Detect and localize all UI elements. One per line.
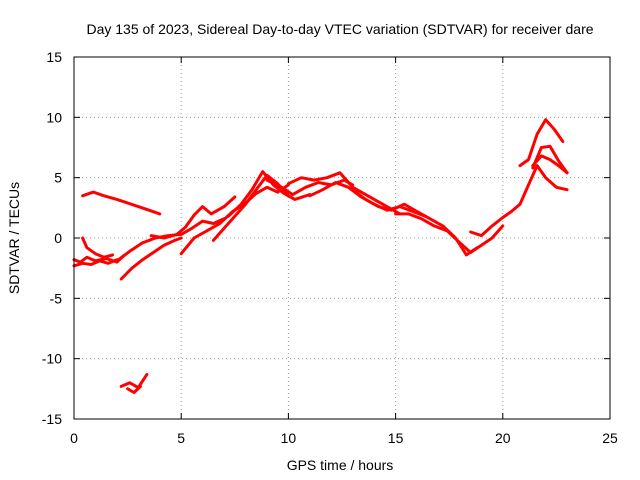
series-trace-8: [115, 217, 226, 263]
series-trace-17: [394, 212, 505, 254]
series-trace-10: [179, 183, 290, 256]
series-trace-4: [81, 190, 162, 216]
series-trace-9: [149, 195, 237, 240]
data-series: [72, 118, 569, 394]
chart-title: Day 135 of 2023, Sidereal Day-to-day VTE…: [86, 21, 593, 37]
ticks: 0 5 10 15 20 25 -15 -10 -5 0 5 10 15: [42, 49, 618, 446]
x-tick-label: 10: [281, 430, 297, 446]
series-trace-3: [81, 236, 115, 259]
y-tick-label: 15: [46, 49, 62, 65]
x-tick-label: 5: [177, 430, 185, 446]
y-tick-label: 5: [54, 170, 62, 186]
series-trace-18: [469, 164, 569, 238]
series-trace-13: [265, 178, 355, 197]
series-trace-20: [531, 144, 569, 175]
y-tick-label: -15: [42, 411, 62, 427]
series-trace-5: [119, 372, 149, 390]
y-axis-label: SDTVAR / TECUs: [6, 182, 22, 294]
grid: [74, 57, 610, 419]
series-trace-12: [226, 170, 312, 218]
series-trace-7: [119, 236, 183, 281]
y-tick-label: 0: [54, 230, 62, 246]
x-tick-label: 25: [602, 430, 618, 446]
series-trace-14: [286, 171, 402, 216]
series-trace-6: [126, 384, 142, 394]
series-trace-21: [531, 154, 569, 175]
y-tick-label: 10: [46, 109, 62, 125]
x-tick-label: 15: [388, 430, 404, 446]
series-trace-2: [72, 258, 119, 268]
y-tick-label: -5: [50, 290, 63, 306]
series-trace-19: [518, 118, 565, 168]
series-trace-11: [211, 173, 290, 242]
y-tick-label: -10: [42, 351, 62, 367]
x-axis-label: GPS time / hours: [287, 457, 394, 473]
x-tick-label: 20: [495, 430, 511, 446]
x-tick-label: 0: [70, 430, 78, 446]
